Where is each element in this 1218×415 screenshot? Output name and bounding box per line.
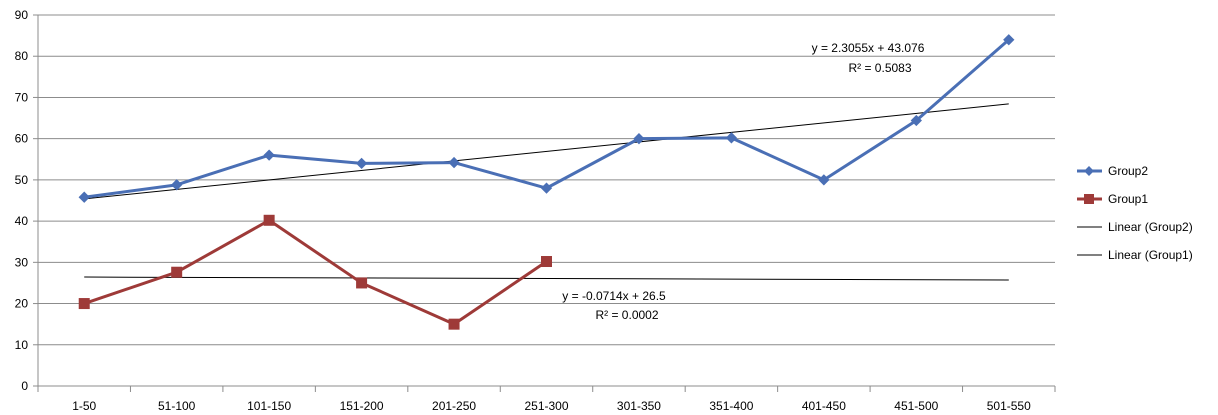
x-tick-label: 401-450 <box>802 399 846 413</box>
data-point-group2 <box>448 156 460 169</box>
data-point-group1 <box>78 298 90 310</box>
legend-label-group1: Group1 <box>1108 192 1148 206</box>
series-line-group1 <box>83 218 548 326</box>
y-tick-label: 50 <box>15 173 29 187</box>
data-point-group1 <box>171 266 183 278</box>
x-tick-label: 201-250 <box>432 399 476 413</box>
data-point-group2 <box>263 149 275 161</box>
trendline-group1 <box>84 276 1009 281</box>
y-tick-label: 60 <box>15 132 29 146</box>
x-tick-label: 451-500 <box>894 399 938 413</box>
series-lines <box>83 38 1010 326</box>
trendline-group2 <box>84 103 1009 200</box>
y-tick-label: 90 <box>15 8 29 22</box>
gridlines <box>38 14 1055 346</box>
data-point-group2 <box>171 179 183 191</box>
x-tick-label: 1-50 <box>72 399 96 413</box>
legend-label-linear-group1: Linear (Group1) <box>1108 248 1193 262</box>
x-tick-label: 51-100 <box>158 399 196 413</box>
x-tick-label: 501-550 <box>987 399 1031 413</box>
data-point-group2 <box>633 133 645 145</box>
x-tick-label: 301-350 <box>617 399 661 413</box>
y-axis-ticks: 0 10 20 30 40 50 60 70 80 90 <box>15 8 38 393</box>
y-tick-label: 30 <box>15 255 29 269</box>
legend-marker-square <box>1084 194 1094 204</box>
data-point-group1 <box>263 214 275 226</box>
trendline-r2-group1: R² = 0.0002 <box>595 308 658 322</box>
y-tick-label: 0 <box>21 379 28 393</box>
y-tick-label: 10 <box>15 338 29 352</box>
y-tick-label: 40 <box>15 214 29 228</box>
y-tick-label: 20 <box>15 297 29 311</box>
data-point-group2 <box>78 191 90 203</box>
data-point-group2 <box>725 132 738 144</box>
data-point-group1 <box>448 318 460 330</box>
x-tick-label: 151-200 <box>340 399 384 413</box>
x-tick-label: 101-150 <box>247 399 291 413</box>
legend: Group2 Group1 Linear (Group2) Linear (Gr… <box>1077 164 1193 262</box>
trendline-r2-group2: R² = 0.5083 <box>848 61 911 75</box>
legend-item-linear-group1: Linear (Group1) <box>1077 248 1193 262</box>
legend-label-group2: Group2 <box>1108 164 1148 178</box>
legend-label-linear-group2: Linear (Group2) <box>1108 220 1193 234</box>
data-point-group2 <box>540 182 553 194</box>
legend-item-group1: Group1 <box>1077 192 1148 206</box>
y-tick-label: 70 <box>15 90 29 104</box>
legend-item-linear-group2: Linear (Group2) <box>1077 220 1193 234</box>
trendline-equation-group1: y = -0.0714x + 26.5 <box>562 289 666 303</box>
data-point-group1 <box>541 256 552 268</box>
x-tick-label: 351-400 <box>709 399 753 413</box>
x-tick-label: 251-300 <box>524 399 568 413</box>
series-markers <box>78 34 1015 330</box>
y-tick-label: 80 <box>15 49 29 63</box>
data-point-group2 <box>355 157 368 170</box>
legend-item-group2: Group2 <box>1077 164 1148 178</box>
trendline-equation-group2: y = 2.3055x + 43.076 <box>812 41 925 55</box>
legend-marker-diamond <box>1084 166 1094 176</box>
trendlines <box>84 103 1009 281</box>
data-point-group1 <box>356 277 368 289</box>
axes <box>37 15 1055 387</box>
data-point-group2 <box>818 174 830 186</box>
x-axis-ticks: 1-50 51-100 101-150 151-200 201-250 251-300 30… <box>37 386 1056 413</box>
data-point-group2 <box>1003 34 1015 46</box>
